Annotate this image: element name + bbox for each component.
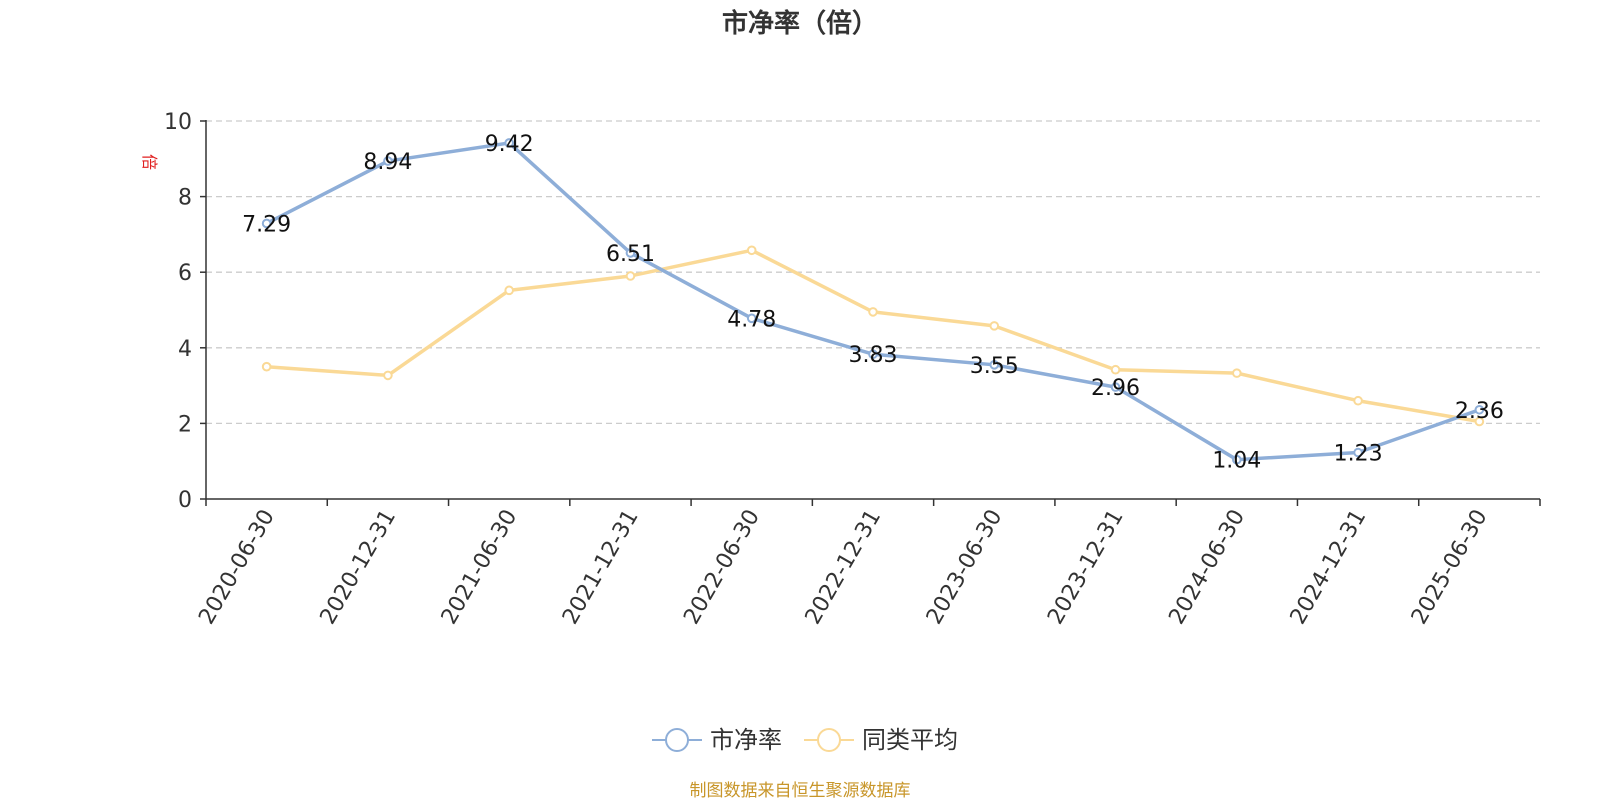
- data-labels: 7.29 8.94 9.42 6.51 4.78 3.83 3.55 2.96 1.04 1.23…: [242, 132, 1504, 474]
- series-point-1: [261, 361, 272, 372]
- x-tick-label: 2024-06-30: [1164, 506, 1250, 629]
- series-point-0: [746, 313, 757, 324]
- x-tick-label: 2022-06-30: [679, 506, 765, 629]
- x-tick-label: 2023-12-31: [1043, 506, 1129, 629]
- series-point-1: [1353, 395, 1363, 406]
- x-tick-label: 2021-06-30: [437, 506, 523, 629]
- y-tick-label: 0: [178, 488, 192, 513]
- data-label: 6.51: [606, 242, 655, 267]
- legend-label: 市净率: [710, 726, 782, 754]
- series-point-0: [383, 156, 393, 166]
- series-point-0: [504, 138, 514, 148]
- series-point-1: [383, 370, 393, 381]
- source-note: 制图数据来自恒生聚源数据库: [690, 781, 911, 800]
- legend-label: 同类平均: [862, 726, 958, 754]
- series-point-0: [1474, 404, 1485, 415]
- y-tick-label: 8: [178, 186, 192, 211]
- series-point-0: [989, 360, 1000, 370]
- series-point-1: [1474, 416, 1485, 427]
- series-point-0: [625, 248, 636, 258]
- legend-item-0[interactable]: 市净率: [652, 726, 782, 754]
- data-label: 3.55: [970, 354, 1019, 379]
- y-tick-label: 10: [164, 110, 192, 135]
- x-tick-label: 2020-12-31: [316, 505, 402, 628]
- data-label: 2.96: [1091, 376, 1140, 401]
- data-label: 1.04: [1212, 449, 1261, 474]
- series-point-1: [1232, 368, 1242, 378]
- legend[interactable]: 市净率 同类平均: [652, 726, 958, 754]
- x-tick-label: 2021-12-31: [558, 506, 644, 629]
- y-tick-label: 4: [178, 337, 192, 362]
- series-point-0: [261, 218, 272, 229]
- data-label: 7.29: [242, 212, 291, 237]
- x-tick-label: 2023-06-30: [922, 506, 1008, 629]
- series-point-0: [1110, 382, 1121, 392]
- series-point-1: [868, 307, 878, 317]
- legend-marker: [817, 728, 841, 752]
- data-label: 1.23: [1334, 442, 1383, 467]
- data-label: 8.94: [363, 150, 412, 175]
- y-axis-label: 倍: [140, 154, 159, 170]
- data-label: 3.83: [849, 343, 898, 368]
- series-point-0: [868, 349, 878, 360]
- data-label: 4.78: [727, 307, 776, 332]
- series-point-0: [1353, 447, 1363, 458]
- series-point-1: [625, 271, 636, 281]
- x-tick-label: 2022-12-31: [801, 506, 887, 629]
- series-line-1: [266, 248, 1480, 424]
- series-line-0: [265, 141, 1480, 462]
- series-point-1: [504, 285, 514, 296]
- series-point-1: [1110, 364, 1121, 375]
- y-tick-label: 6: [178, 261, 192, 286]
- chart-title: 市净率（倍）: [722, 8, 878, 39]
- legend-marker: [665, 728, 689, 752]
- y-tick-label: 2: [178, 412, 192, 437]
- x-tick-label: 2020-06-30: [194, 506, 280, 629]
- series-point-0: [1232, 454, 1242, 465]
- data-label: 9.42: [485, 132, 534, 157]
- data-label: 2.36: [1455, 399, 1504, 424]
- x-tick-label: 2025-06-30: [1407, 506, 1493, 629]
- series-layer: [261, 138, 1485, 465]
- x-tick-label: 2024-12-31: [1286, 506, 1372, 629]
- axes: 0 2 4 6 8 10 2020-06-30 2020-12-31 2021-06-30 202…: [164, 110, 1541, 629]
- series-point-1: [746, 245, 757, 256]
- legend-item-1[interactable]: 同类平均: [804, 726, 958, 754]
- series-point-1: [989, 321, 1000, 331]
